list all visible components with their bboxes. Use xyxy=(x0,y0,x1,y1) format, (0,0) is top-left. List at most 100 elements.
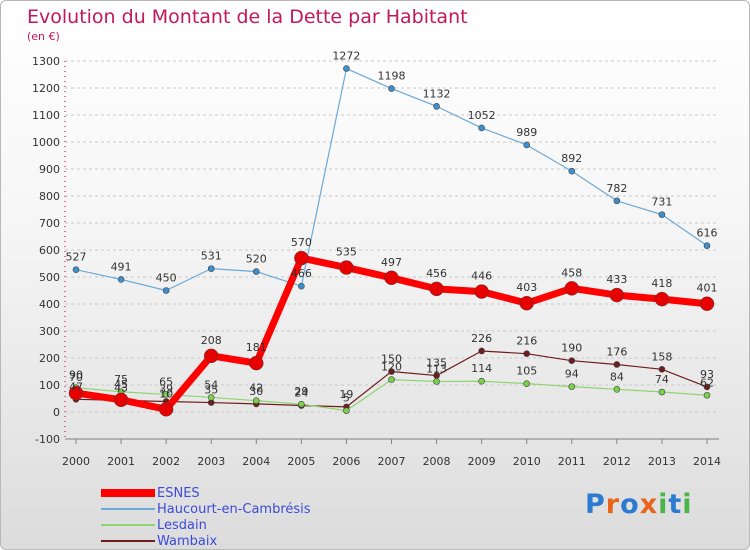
y-tick-label: 100 xyxy=(39,379,60,392)
legend-item: Haucourt-en-Cambrésis xyxy=(101,501,311,517)
data-point xyxy=(252,397,260,404)
proxiti-logo: Proxiti xyxy=(585,489,693,520)
data-point xyxy=(339,260,354,275)
data-point xyxy=(523,141,531,149)
data-label: 1198 xyxy=(378,70,406,83)
data-point xyxy=(207,265,215,272)
data-label: 75 xyxy=(114,373,128,386)
x-tick-label: 2014 xyxy=(693,455,721,468)
data-point xyxy=(298,400,305,408)
data-point xyxy=(433,378,440,385)
x-tick-label: 2001 xyxy=(107,455,135,468)
data-label: 43 xyxy=(114,381,128,394)
data-label: 5 xyxy=(343,392,350,405)
legend-label: Haucourt-en-Cambrésis xyxy=(157,501,311,517)
data-label: 113 xyxy=(426,362,447,375)
data-point xyxy=(478,124,485,132)
x-tick-label: 2010 xyxy=(513,455,541,468)
data-label: 208 xyxy=(201,334,222,347)
data-label: 446 xyxy=(471,270,492,283)
data-point xyxy=(207,394,215,401)
data-point xyxy=(162,391,170,398)
data-label: 84 xyxy=(610,370,624,383)
data-label: 418 xyxy=(651,277,672,290)
data-point xyxy=(568,357,576,365)
x-tick-label: 2000 xyxy=(62,455,90,468)
data-point xyxy=(568,167,576,175)
y-tick-label: 800 xyxy=(39,190,60,203)
x-tick-label: 2004 xyxy=(242,455,270,468)
data-point xyxy=(433,103,440,110)
data-label: 62 xyxy=(700,376,714,389)
data-point xyxy=(658,388,666,396)
data-point xyxy=(343,65,350,72)
data-point xyxy=(654,291,670,307)
x-tick-label: 2008 xyxy=(423,455,451,468)
data-label: 94 xyxy=(565,368,579,381)
data-label: 150 xyxy=(381,353,402,366)
data-label: 616 xyxy=(697,227,718,240)
legend-item: Lesdain xyxy=(101,517,311,533)
data-label: 35 xyxy=(204,384,218,397)
axis-layer: -100 0 100 200 300 400 500 600 700 800 900 1000 1100… xyxy=(32,55,721,468)
data-point xyxy=(117,276,125,283)
x-tick-label: 2002 xyxy=(152,455,180,468)
data-label: 181 xyxy=(246,341,267,354)
data-label: 1132 xyxy=(423,87,451,100)
data-point xyxy=(478,377,485,385)
legend-swatch xyxy=(101,540,155,542)
data-label: 466 xyxy=(291,267,312,280)
data-label: 24 xyxy=(294,387,308,400)
data-label: 105 xyxy=(516,365,537,378)
chart-subtitle: (en €) xyxy=(27,30,60,43)
data-point xyxy=(252,268,260,275)
data-label: 570 xyxy=(291,236,312,249)
data-label: 520 xyxy=(246,253,267,266)
data-point xyxy=(388,85,395,92)
data-label: 158 xyxy=(651,350,672,363)
data-point xyxy=(388,368,395,375)
data-label: 135 xyxy=(426,357,447,370)
data-label: 45 xyxy=(114,378,128,391)
data-label: 491 xyxy=(111,260,132,273)
data-point xyxy=(613,386,621,393)
x-tick-label: 2011 xyxy=(558,455,586,468)
data-label: 216 xyxy=(516,335,537,348)
legend-item: Wambaix xyxy=(101,533,311,549)
data-label: 10 xyxy=(159,387,173,400)
data-label: 989 xyxy=(516,126,537,139)
data-label: 190 xyxy=(561,342,582,355)
y-tick-label: 1100 xyxy=(32,109,60,122)
legend-swatch xyxy=(101,524,155,526)
legend-label: Wambaix xyxy=(157,533,218,549)
data-label: 42 xyxy=(249,382,263,395)
data-label: 1272 xyxy=(332,50,360,63)
y-tick-label: 300 xyxy=(39,325,60,338)
legend-swatch xyxy=(101,489,155,497)
data-point xyxy=(478,347,485,355)
data-point xyxy=(72,266,80,274)
data-label: 39 xyxy=(159,382,173,395)
chart-title: Evolution du Montant de la Dette par Hab… xyxy=(27,6,468,28)
data-label: 19 xyxy=(339,388,353,401)
data-point xyxy=(613,197,621,205)
data-point xyxy=(523,380,531,387)
x-tick-label: 2007 xyxy=(378,455,406,468)
data-label: 93 xyxy=(700,368,714,381)
data-point xyxy=(68,385,84,401)
data-label: 433 xyxy=(606,273,627,286)
data-label: 114 xyxy=(471,362,492,375)
data-label: 54 xyxy=(204,378,218,391)
data-point xyxy=(519,295,534,311)
data-label: 456 xyxy=(426,267,447,280)
data-point xyxy=(523,350,531,357)
legend-swatch xyxy=(101,508,155,510)
data-point xyxy=(384,270,399,286)
data-label: 731 xyxy=(651,196,672,209)
data-label: 782 xyxy=(606,182,627,195)
data-label: 497 xyxy=(381,256,402,269)
y-tick-label: 400 xyxy=(39,298,60,311)
data-point xyxy=(249,355,264,371)
data-label: 74 xyxy=(655,373,669,386)
